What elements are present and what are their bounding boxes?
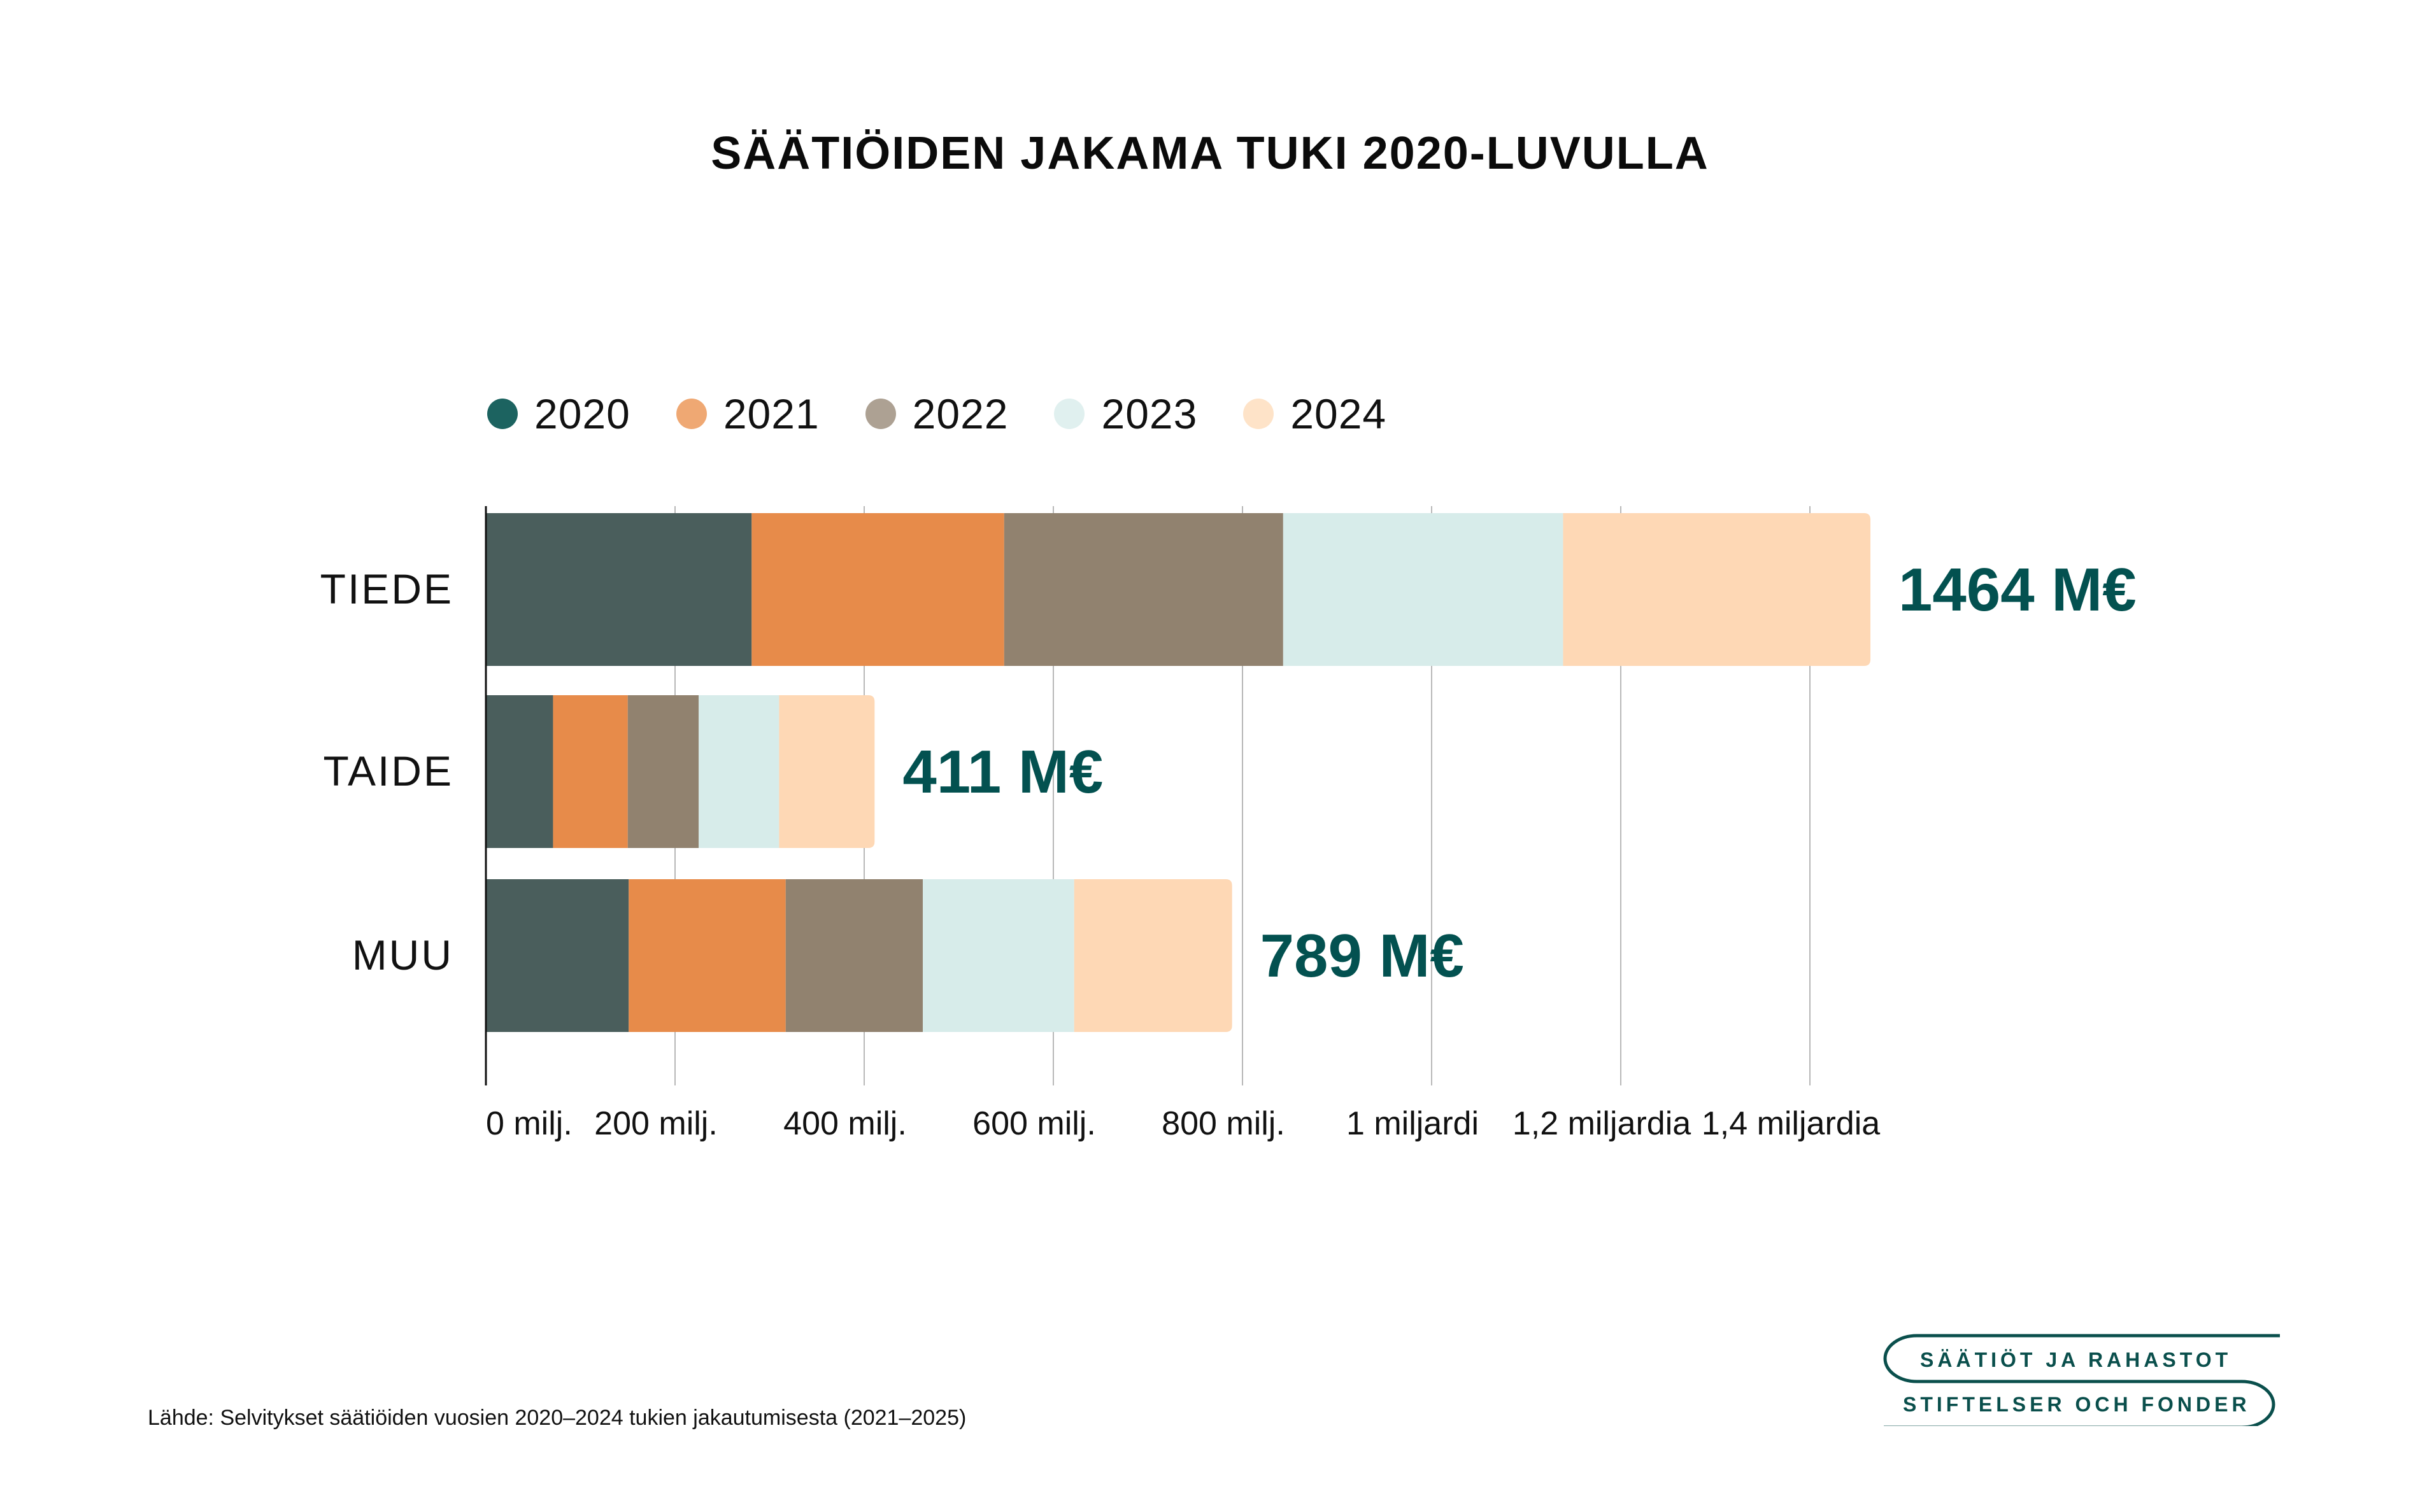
total-label: 789 M€	[1260, 922, 1464, 990]
bar-segment-tiede-2024	[1563, 513, 1871, 666]
bar-segment-muu-2023	[923, 879, 1074, 1032]
bar-segment-muu-2022	[785, 879, 923, 1032]
bar-segment-tiede-2020	[486, 513, 752, 666]
bar-segment-taide-2022	[627, 695, 699, 848]
x-tick-label: 200 milj.	[594, 1105, 718, 1142]
category-label: TIEDE	[320, 565, 453, 612]
legend-dot-icon	[1243, 399, 1274, 429]
legend-dot-icon	[865, 399, 896, 429]
bar-segment-taide-2021	[553, 695, 628, 848]
legend-dot-icon	[676, 399, 707, 429]
x-tick-label: 0 milj.	[486, 1105, 573, 1142]
chart-title: SÄÄTIÖIDEN JAKAMA TUKI 2020-LUVULLA	[711, 128, 1709, 179]
x-tick-label: 800 milj.	[1162, 1105, 1285, 1142]
legend: 2020 2021 2022 2023 2024	[487, 390, 1432, 438]
legend-item-2021: 2021	[676, 390, 820, 438]
bars	[486, 513, 1871, 1032]
source-note: Lähde: Selvitykset säätiöiden vuosien 20…	[148, 1406, 967, 1430]
category-label: TAIDE	[324, 747, 453, 795]
logo-text-finnish: SÄÄTIÖT JA RAHASTOT	[1920, 1348, 2232, 1371]
legend-item-2022: 2022	[865, 390, 1009, 438]
logo-text-swedish: STIFTELSER OCH FONDER	[1903, 1393, 2251, 1416]
logo: SÄÄTIÖT JA RAHASTOT STIFTELSER OCH FONDE…	[1872, 1324, 2293, 1426]
legend-label: 2023	[1101, 390, 1198, 437]
bar-segment-taide-2020	[486, 695, 553, 848]
bar-segment-tiede-2021	[751, 513, 1004, 666]
legend-dot-icon	[1054, 399, 1085, 429]
total-label: 411 M€	[902, 738, 1103, 806]
bar-segment-muu-2020	[486, 879, 629, 1032]
legend-item-2024: 2024	[1243, 390, 1386, 438]
legend-dot-icon	[487, 399, 518, 429]
total-labels: 1464 M€ 411 M€ 789 M€	[902, 556, 2136, 990]
legend-label: 2021	[723, 390, 820, 437]
x-tick-label: 1,2 miljardia	[1512, 1105, 1691, 1142]
x-tick-label: 1,4 miljardia	[1702, 1105, 1880, 1142]
legend-label: 2022	[912, 390, 1009, 437]
bar-segment-taide-2023	[699, 695, 779, 848]
legend-item-2020: 2020	[487, 390, 630, 438]
x-tick-labels: 0 milj. 200 milj. 400 milj. 600 milj. 800 mi…	[486, 1105, 1880, 1142]
category-label: MUU	[352, 931, 453, 979]
x-tick-label: 400 milj.	[783, 1105, 907, 1142]
bar-segment-tiede-2023	[1283, 513, 1563, 666]
bar-segment-tiede-2022	[1004, 513, 1283, 666]
legend-item-2023: 2023	[1054, 390, 1197, 438]
total-label: 1464 M€	[1898, 556, 2137, 624]
bar-segment-muu-2021	[629, 879, 786, 1032]
bar-segment-taide-2024	[779, 695, 875, 848]
bar-segment-muu-2024	[1074, 879, 1232, 1032]
x-tick-label: 1 miljardi	[1346, 1105, 1479, 1142]
category-labels: TIEDE TAIDE MUU	[320, 565, 453, 979]
legend-label: 2024	[1290, 390, 1387, 437]
x-tick-label: 600 milj.	[972, 1105, 1096, 1142]
logo-outline-icon	[1883, 1334, 2280, 1426]
legend-label: 2020	[534, 390, 630, 437]
